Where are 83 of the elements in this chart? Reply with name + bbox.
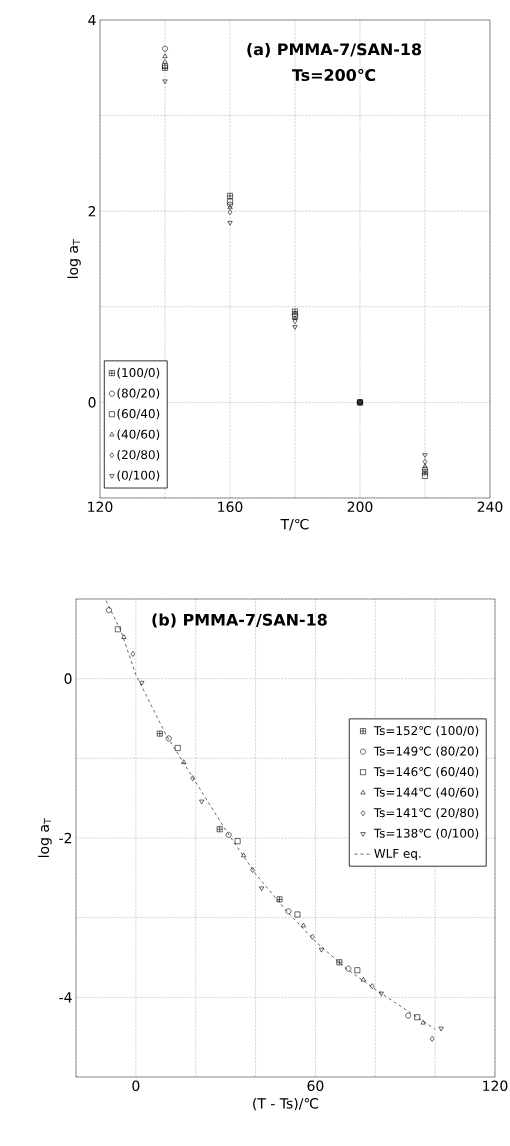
point xyxy=(227,193,233,199)
point xyxy=(162,79,168,85)
point xyxy=(165,735,172,742)
point xyxy=(318,947,324,953)
y-tick-label: 4 xyxy=(88,14,96,26)
x-tick-label: 240 xyxy=(477,501,503,513)
point xyxy=(360,976,366,982)
point xyxy=(139,681,145,686)
point xyxy=(292,318,298,325)
legend-label: (20/80) xyxy=(117,449,160,461)
y-axis-title: log a$_{T}$ xyxy=(38,818,52,858)
point xyxy=(162,45,168,52)
point xyxy=(174,745,181,751)
point xyxy=(429,1035,435,1042)
point xyxy=(115,626,121,633)
legend-label: Ts=141℃ (20/80) xyxy=(373,807,479,819)
point xyxy=(259,886,265,892)
legend-label: Ts=152℃ (100/0) xyxy=(373,725,479,737)
point xyxy=(199,799,205,805)
point xyxy=(310,933,315,940)
x-tick-label: 60 xyxy=(307,1080,324,1092)
text: (a) PMMA-7/SAN-18 xyxy=(247,43,422,58)
point xyxy=(162,53,168,58)
point xyxy=(156,730,163,737)
point xyxy=(336,959,343,966)
point xyxy=(227,209,233,216)
point xyxy=(216,826,223,833)
legend-label: Ts=144℃ (40/60) xyxy=(373,787,479,799)
x-tick-label: 120 xyxy=(88,501,113,513)
point xyxy=(354,967,361,974)
point xyxy=(422,463,428,469)
legend-label: Ts=146℃ (60/40) xyxy=(373,766,479,778)
x-tick-label: 0 xyxy=(132,1080,140,1092)
point xyxy=(378,991,384,997)
point xyxy=(227,201,233,208)
point xyxy=(181,759,187,764)
text: (b) PMMA-7/SAN-18 xyxy=(152,613,327,628)
legend-label: Ts=149℃ (80/20) xyxy=(373,746,479,758)
point xyxy=(414,1014,421,1021)
y-tick-label: 0 xyxy=(88,397,96,408)
y-axis-title: log a$_{T}$ xyxy=(67,239,81,279)
point xyxy=(294,911,301,918)
y-tick-label: 0 xyxy=(64,673,72,684)
point xyxy=(106,607,112,614)
point xyxy=(345,965,352,972)
legend-label: WLF eq. xyxy=(374,849,421,861)
point xyxy=(162,59,168,65)
point xyxy=(285,908,292,915)
legend-label: (40/60) xyxy=(117,429,160,441)
point xyxy=(438,1026,444,1032)
point xyxy=(420,1019,426,1025)
point xyxy=(121,634,127,639)
point xyxy=(190,775,195,782)
point xyxy=(370,983,375,990)
point xyxy=(405,1012,412,1019)
text: Ts=200℃ xyxy=(291,68,376,82)
y-tick-label: -2 xyxy=(59,832,72,844)
x-axis-title: (T - Ts)/℃ xyxy=(253,1097,319,1111)
legend-label: Ts=138℃ (0/100) xyxy=(373,828,479,840)
y-tick-label: -4 xyxy=(59,992,72,1003)
point xyxy=(422,473,428,479)
point xyxy=(422,469,428,476)
point xyxy=(292,308,298,315)
x-axis-title: T/℃ xyxy=(280,518,309,531)
point xyxy=(234,838,241,845)
x-tick-label: 200 xyxy=(347,501,373,513)
point xyxy=(422,466,428,473)
point xyxy=(227,204,233,209)
y-tick-label: 2 xyxy=(88,206,96,217)
x-tick-label: 160 xyxy=(218,501,243,513)
legend-label: (100/0) xyxy=(117,367,160,379)
point xyxy=(227,198,233,205)
point xyxy=(300,922,306,928)
point xyxy=(130,651,136,657)
point xyxy=(241,852,247,858)
point xyxy=(250,866,255,873)
point xyxy=(292,325,298,330)
point xyxy=(276,896,283,903)
point xyxy=(227,221,233,226)
x-tick-label: 120 xyxy=(483,1080,508,1092)
legend-label: (0/100) xyxy=(117,470,160,482)
legend-label: (80/20) xyxy=(117,388,160,400)
legend-label: (60/40) xyxy=(117,408,160,420)
